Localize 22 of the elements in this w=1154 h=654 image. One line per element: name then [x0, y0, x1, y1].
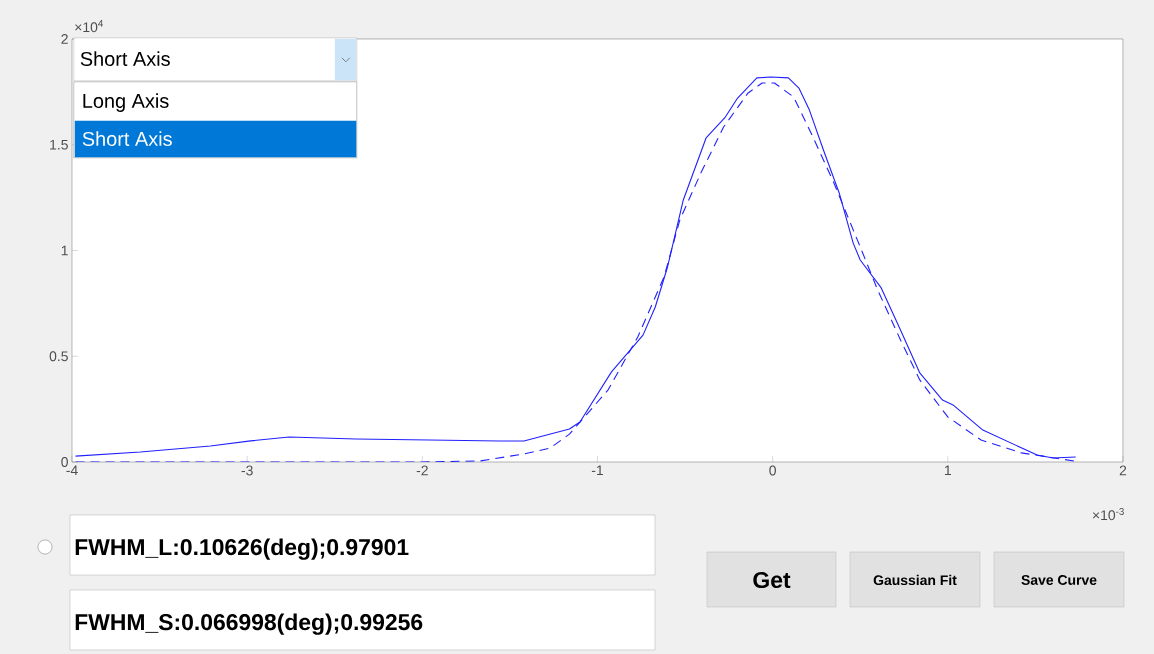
text: FWHM_L:0.10626(deg);0.97901 — [75, 538, 409, 560]
x-tick-label: -1 — [591, 465, 603, 476]
x-tick-label: -2 — [416, 465, 428, 476]
y-tick-label: 1.5 — [50, 139, 68, 150]
annotation: Long Axis — [83, 93, 169, 112]
y-tick-label: 0 — [61, 457, 68, 467]
text: ×10$^{-3}$ — [1092, 507, 1124, 521]
x-tick-label: 0 — [769, 465, 776, 476]
annotation: Short Axis — [80, 51, 170, 66]
y-tick-label: 1 — [61, 245, 68, 256]
text: ×10$^{4}$ — [75, 20, 104, 33]
annotation: Short Axis — [82, 131, 172, 146]
text: FWHM_S:0.066998(deg);0.99256 — [75, 613, 423, 635]
x-tick-label: 2 — [1119, 465, 1127, 476]
text: Gaussian Fit — [873, 574, 957, 586]
y-tick-label: 2 — [61, 34, 68, 44]
y-tick-label: 0.5 — [49, 351, 68, 362]
text: Save Curve — [1021, 575, 1097, 585]
text: Get — [753, 571, 791, 589]
x-tick-label: 1 — [944, 465, 951, 476]
x-tick-label: -4 — [66, 465, 78, 476]
x-tick-label: -3 — [241, 465, 253, 476]
